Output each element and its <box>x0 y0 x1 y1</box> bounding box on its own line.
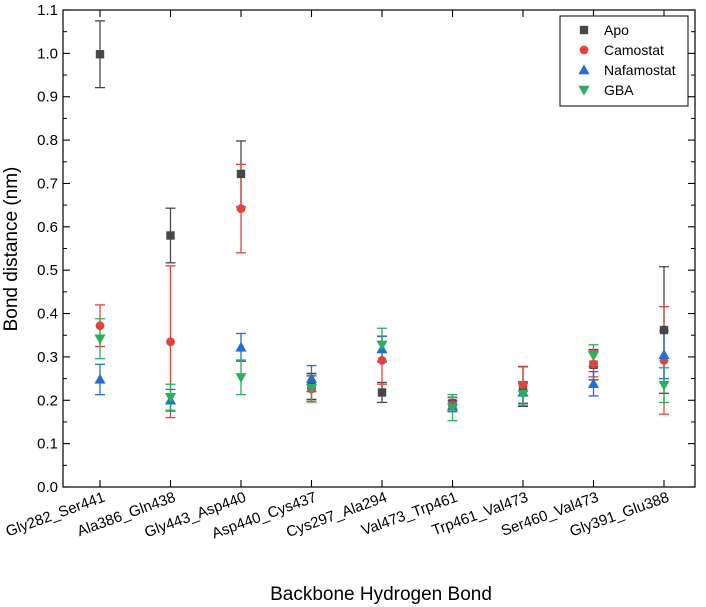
legend-label-gba: GBA <box>604 82 634 98</box>
point-gba <box>517 390 529 400</box>
y-tick-label: 0.6 <box>37 219 58 236</box>
y-tick-label: 0.3 <box>37 349 58 366</box>
point-camostat <box>518 380 528 390</box>
point-gba <box>446 403 459 414</box>
y-tick-label: 0.8 <box>37 132 58 149</box>
point-apo <box>659 325 669 335</box>
point-camostat <box>589 359 598 369</box>
point-nafamostat <box>305 372 318 383</box>
point-apo <box>377 388 387 397</box>
point-apo <box>166 231 175 240</box>
y-tick-label: 0.1 <box>37 436 58 453</box>
point-apo <box>236 169 246 179</box>
legend-label-camostat: Camostat <box>604 42 664 58</box>
point-nafamostat <box>658 349 670 359</box>
y-tick-label: 1.1 <box>37 2 58 19</box>
y-tick-label: 1.0 <box>37 45 58 62</box>
point-nafamostat <box>94 373 106 384</box>
point-gba <box>376 340 388 351</box>
point-nafamostat <box>235 341 247 352</box>
point-camostat <box>166 337 175 347</box>
x-axis-title: Backbone Hydrogen Bond <box>270 584 492 605</box>
legend-marker-camostat <box>579 45 589 55</box>
point-gba <box>94 334 106 345</box>
point-gba <box>305 383 318 394</box>
legend-label-apo: Apo <box>604 22 629 38</box>
point-gba <box>658 380 670 391</box>
y-tick-label: 0.2 <box>37 392 58 409</box>
y-tick-label: 0.4 <box>37 306 58 323</box>
legend: Apo Camostat Nafamostat GBA <box>559 15 689 107</box>
point-camostat <box>236 204 246 214</box>
point-gba <box>235 373 247 383</box>
point-apo <box>95 50 105 59</box>
legend-marker-apo <box>579 25 589 35</box>
point-camostat <box>95 321 105 331</box>
legend-marker-nafamostat <box>578 64 590 75</box>
point-camostat <box>377 355 387 365</box>
y-tick-label: 0.0 <box>37 479 58 496</box>
y-axis-title: Bond distance (nm) <box>1 167 22 332</box>
point-nafamostat <box>587 378 600 388</box>
legend-label-nafamostat: Nafamostat <box>604 62 676 78</box>
y-tick-label: 0.5 <box>37 262 58 279</box>
legend-marker-gba <box>578 85 590 96</box>
point-gba <box>164 393 177 403</box>
point-gba <box>587 351 600 362</box>
y-tick-label: 0.9 <box>37 89 58 106</box>
y-tick-label: 0.7 <box>37 175 58 192</box>
